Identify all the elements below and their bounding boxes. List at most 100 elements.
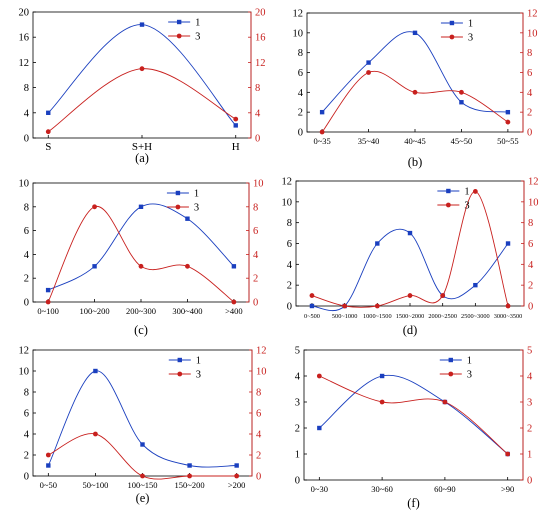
- left-tick-label: 2: [295, 424, 300, 435]
- right-tick-label: 20: [255, 8, 266, 19]
- left-tick-label: 4: [298, 88, 304, 99]
- legend-label: 3: [195, 32, 200, 43]
- series-3-point: [472, 189, 478, 194]
- x-tick-label: 2000~2500: [428, 313, 457, 320]
- series-3-line: [47, 206, 235, 303]
- x-tick-label: 0~100: [37, 306, 59, 316]
- right-tick-label: 2: [527, 108, 532, 119]
- subplot-caption: (e): [136, 491, 150, 505]
- x-tick-label: S: [45, 141, 51, 153]
- legend-marker: [177, 371, 183, 377]
- series-1-point: [366, 60, 371, 65]
- legend-marker: [448, 357, 453, 363]
- legend-label: 3: [468, 33, 473, 44]
- series-1-point: [187, 463, 192, 468]
- left-tick-label: 0: [295, 476, 300, 487]
- right-tick-label: 16: [255, 33, 266, 44]
- panel-a: 0 4 8 12 16 20 0 4 8 12 16 20 S S+H H 1 3 (a): [19, 8, 266, 166]
- x-tick-label: 30~60: [371, 484, 393, 494]
- legend-marker: [176, 19, 182, 25]
- series-1-point: [140, 442, 145, 447]
- series-3-point: [139, 66, 145, 72]
- left-tick-label: 2: [287, 281, 292, 292]
- series-1-line: [321, 31, 508, 113]
- series-3-line: [48, 433, 237, 480]
- series-3-point: [505, 119, 511, 125]
- series-1-point: [93, 368, 98, 374]
- x-tick-label: 500~1000: [332, 313, 357, 320]
- series-3-point: [316, 373, 322, 379]
- right-tick-label: 5: [527, 346, 532, 357]
- series-3-point: [505, 451, 511, 457]
- left-tick-label: 10: [19, 367, 30, 378]
- x-tick-label: H: [232, 141, 240, 153]
- left-tick-label: 0: [287, 302, 292, 313]
- left-tick-label: 12: [19, 58, 30, 69]
- legend-marker: [449, 20, 455, 26]
- series-3-point: [412, 89, 418, 95]
- right-tick-label: 6: [527, 68, 532, 79]
- series-3-point: [233, 116, 239, 122]
- plot-frame: [303, 349, 524, 481]
- left-tick-label: 2: [24, 274, 29, 285]
- series-1-point: [473, 282, 478, 288]
- right-tick-label: 8: [253, 202, 258, 213]
- plot-frame: [32, 11, 252, 139]
- left-tick-label: 5: [295, 346, 300, 357]
- series-1-line: [311, 228, 509, 312]
- subplot-caption: (b): [408, 155, 423, 169]
- left-tick-label: 6: [24, 409, 29, 420]
- legend-marker: [445, 202, 451, 208]
- legend-marker: [446, 188, 451, 194]
- series-3-point: [374, 303, 380, 309]
- right-tick-label: 0: [528, 302, 533, 313]
- x-tick-label: >200: [228, 480, 246, 490]
- legend-label: 1: [468, 19, 473, 30]
- panel-b: 0 2 4 6 8 10 12 0 2 4 6 8 10 12 0~35 35~40 40~45 45~50 50~…: [293, 9, 538, 170]
- x-tick-label: 60~90: [434, 484, 456, 494]
- legend-marker: [177, 357, 182, 363]
- right-tick-label: 10: [256, 367, 267, 378]
- series-3-point: [93, 431, 98, 437]
- left-tick-label: 0: [298, 128, 303, 139]
- series-3-point: [45, 299, 51, 305]
- left-tick-label: 12: [293, 9, 304, 20]
- right-tick-label: 8: [255, 83, 260, 94]
- series-1-point: [139, 22, 145, 27]
- left-tick-label: 4: [295, 372, 301, 383]
- left-tick-label: 16: [19, 33, 30, 44]
- x-tick-label: 300~400: [172, 306, 202, 316]
- series-3-point: [187, 473, 192, 479]
- series-1-point: [138, 204, 144, 209]
- series-1-point: [234, 463, 239, 468]
- legend-label: 1: [194, 189, 199, 200]
- right-tick-label: 8: [528, 218, 533, 229]
- series-3-point: [140, 473, 145, 479]
- subplot-caption: (d): [403, 323, 418, 337]
- left-tick-label: 8: [287, 218, 292, 229]
- series-3-point: [231, 299, 237, 305]
- series-1-point: [46, 110, 51, 115]
- series-3-point: [440, 293, 446, 298]
- x-tick-label: 2500~3000: [461, 313, 490, 320]
- right-tick-label: 4: [527, 88, 533, 99]
- series-1-point: [505, 109, 511, 115]
- legend-label: 1: [195, 18, 200, 29]
- series-1-point: [319, 109, 325, 115]
- series-1-line: [47, 370, 237, 468]
- legend-label: 1: [196, 356, 201, 367]
- series-1-point: [231, 264, 237, 269]
- x-tick-label: 1500~2000: [396, 313, 425, 320]
- series-1-point: [92, 264, 97, 269]
- right-tick-label: 6: [253, 226, 258, 237]
- right-tick-label: 12: [256, 346, 267, 357]
- right-tick-label: 6: [528, 239, 533, 250]
- series-1-point: [46, 463, 51, 468]
- x-tick-label: 0~500: [304, 313, 320, 320]
- right-tick-label: 4: [527, 372, 533, 383]
- left-tick-label: 0: [24, 298, 29, 309]
- panel-c: 0 2 4 6 8 10 0 2 4 6 8 10 0~100 100~200 200~300 300~400…: [19, 179, 264, 338]
- left-tick-label: 0: [24, 472, 29, 483]
- right-tick-label: 0: [256, 472, 261, 483]
